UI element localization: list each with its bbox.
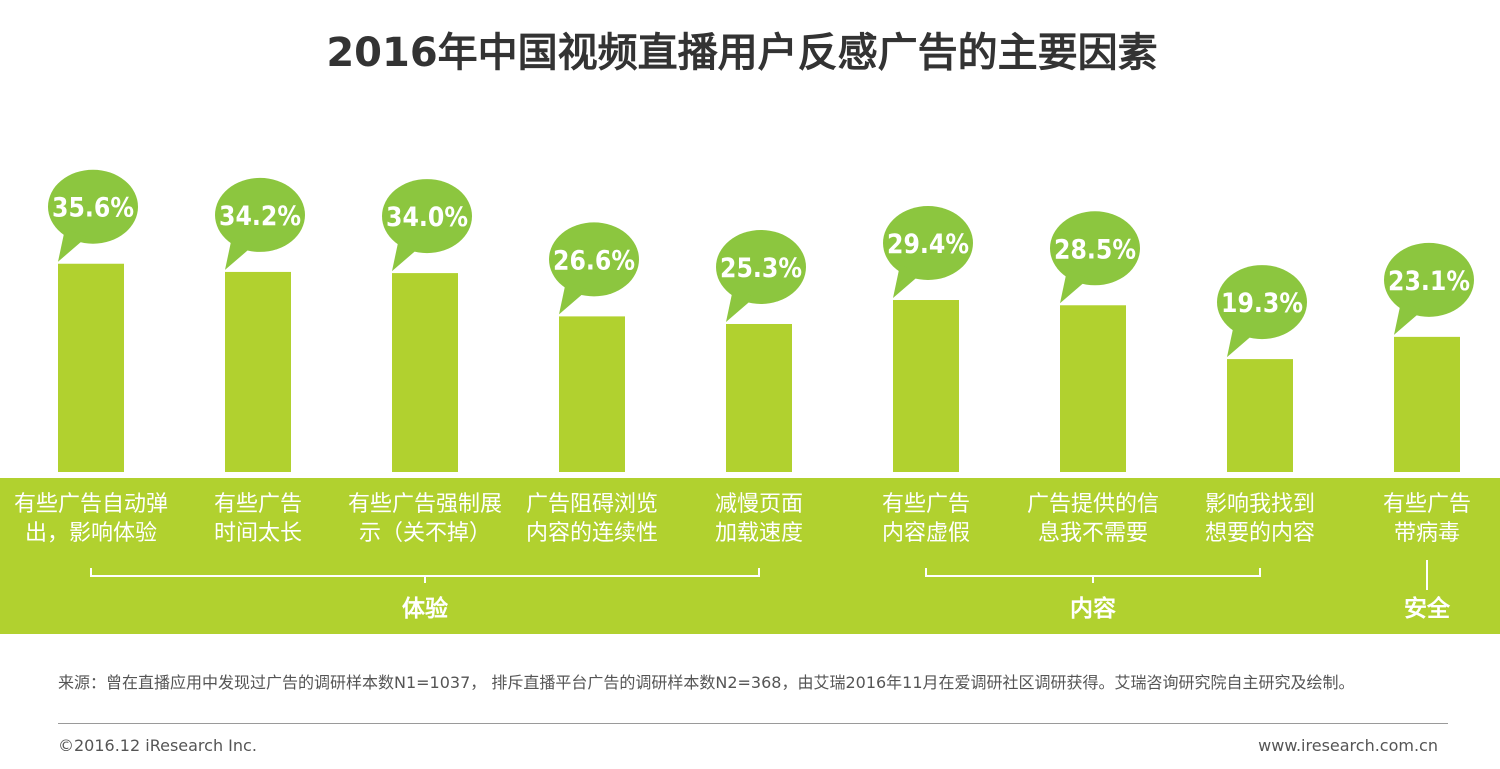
data-label: 34.0% <box>386 202 468 233</box>
category-label: 有些广告 <box>882 492 970 517</box>
value-bubble: 35.6% <box>48 169 138 262</box>
category-band <box>0 478 1500 634</box>
data-label: 28.5% <box>1054 234 1136 265</box>
bar <box>893 300 959 472</box>
data-label: 26.6% <box>553 245 635 276</box>
chart-title: 2016年中国视频直播用户反感广告的主要因素 <box>326 30 1157 76</box>
category-label: 时间太长 <box>214 521 302 546</box>
category-label: 内容虚假 <box>882 521 970 546</box>
value-bubble: 19.3% <box>1217 265 1307 358</box>
category-label: 广告提供的信 <box>1027 492 1159 517</box>
website-text: www.iresearch.com.cn <box>1258 736 1438 755</box>
category-label: 有些广告自动弹 <box>14 492 168 517</box>
category-label: 出，影响体验 <box>25 521 157 546</box>
category-label: 有些广告强制展 <box>348 492 502 517</box>
category-label: 有些广告 <box>214 492 302 517</box>
value-bubble: 29.4% <box>883 206 973 299</box>
data-label: 34.2% <box>219 201 301 232</box>
category-label: 加载速度 <box>715 521 803 546</box>
value-bubble: 34.0% <box>382 179 472 272</box>
data-label: 19.3% <box>1221 288 1303 319</box>
footer-divider <box>58 723 1448 724</box>
bar <box>559 316 625 472</box>
copyright-text: ©2016.12 iResearch Inc. <box>58 736 257 755</box>
data-label: 23.1% <box>1388 266 1470 297</box>
group-label: 内容 <box>1070 595 1116 622</box>
bar <box>58 263 124 472</box>
bar <box>726 323 792 472</box>
bar <box>1394 336 1460 472</box>
value-bubble: 25.3% <box>716 229 806 322</box>
category-label: 减慢页面 <box>715 492 803 517</box>
category-label: 示（关不掉） <box>359 521 491 546</box>
group-label: 体验 <box>402 595 448 622</box>
value-bubble: 26.6% <box>549 222 639 315</box>
category-label: 带病毒 <box>1394 521 1460 546</box>
category-label: 内容的连续性 <box>526 521 658 546</box>
group-bracket <box>90 568 760 583</box>
bar <box>1227 359 1293 472</box>
bar <box>225 271 291 472</box>
value-bubble: 34.2% <box>215 177 305 270</box>
category-label: 想要的内容 <box>1205 521 1315 546</box>
group-label: 安全 <box>1404 595 1451 622</box>
bar-chart: 2016年中国视频直播用户反感广告的主要因素 35.6% 34.2% 34.0% 26… <box>0 30 1500 634</box>
category-label: 息我不需要 <box>1038 521 1148 546</box>
value-bubble: 23.1% <box>1384 242 1474 335</box>
data-label: 35.6% <box>52 193 134 224</box>
data-label: 29.4% <box>887 229 969 260</box>
category-label: 有些广告 <box>1383 492 1471 517</box>
bar <box>392 273 458 472</box>
data-label: 25.3% <box>720 253 802 284</box>
bar <box>1060 305 1126 472</box>
category-label: 影响我找到 <box>1205 492 1315 517</box>
group-bracket <box>925 568 1261 583</box>
source-note: 来源：曾在直播应用中发现过广告的调研样本数N1=1037， 排斥直播平台广告的调… <box>58 673 1355 692</box>
category-label: 广告阻碍浏览 <box>526 492 658 517</box>
value-bubble: 28.5% <box>1050 211 1140 304</box>
